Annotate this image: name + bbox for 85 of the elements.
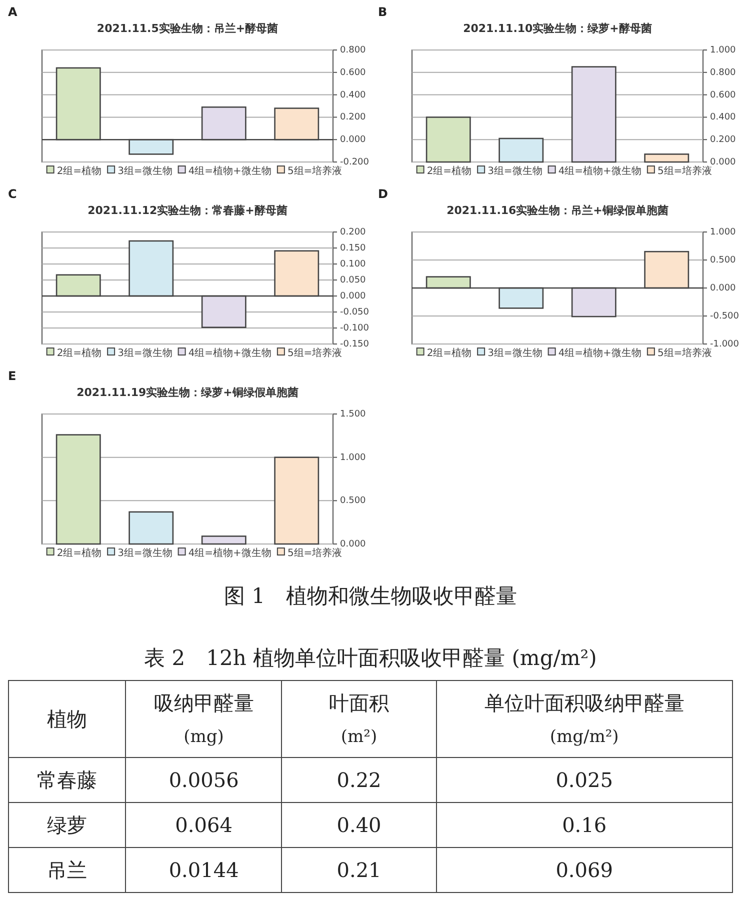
y-tick-label: 1.000 <box>340 452 366 463</box>
legend-label: 5组=培养液 <box>287 547 342 559</box>
y-tick-label: 0.200 <box>710 135 736 146</box>
legend-label: 4组=植物+微生物 <box>558 165 642 177</box>
legend-label: 3组=微生物 <box>118 347 172 359</box>
y-tick-label: 0.200 <box>340 227 366 238</box>
y-tick-label: 0.500 <box>340 496 366 506</box>
legend-label: 5组=培养液 <box>287 165 342 177</box>
text: 0.22 <box>282 758 436 803</box>
text: 0.16 <box>436 802 732 848</box>
bar <box>56 434 101 545</box>
y-tick-label: 0.000 <box>710 157 736 168</box>
y-tick-label: 0.500 <box>710 255 736 266</box>
y-tick-label: 0.050 <box>340 275 366 286</box>
y-tick-label: 1.500 <box>340 409 366 420</box>
legend-label: 4组=植物+微生物 <box>188 165 272 177</box>
text: 表 2 12h 植物单位叶面积吸收甲醛量 (mg/m²) <box>143 645 598 672</box>
y-tick-label: -0.150 <box>340 339 370 350</box>
text: 植物 <box>8 680 126 758</box>
legend-label: 3组=微生物 <box>118 165 172 177</box>
text: 单位叶面积吸纳甲醛量 (mg/m²) <box>436 680 732 758</box>
text: 吊兰 <box>8 848 126 893</box>
bar <box>644 154 690 163</box>
chart-title: 2021.11.10实验生物：绿萝+酵母菌 <box>463 22 652 35</box>
y-tick-label: 0.000 <box>710 283 736 294</box>
bar <box>128 511 174 545</box>
text: 0.40 <box>282 802 436 848</box>
text: 0.21 <box>282 848 436 893</box>
legend-label: 3组=微生物 <box>488 347 542 359</box>
legend-label: 5组=培养液 <box>287 347 342 359</box>
text: 吸纳甲醛量 (mg) <box>126 680 282 758</box>
legend-label: 5组=培养液 <box>657 347 712 359</box>
text: 0.069 <box>436 848 732 893</box>
y-tick-label: -0.500 <box>710 311 740 322</box>
y-tick-label: 1.000 <box>710 227 736 238</box>
chart-title: 2021.11.16实验生物：吊兰+铜绿假单胞菌 <box>446 204 668 217</box>
y-tick-label: 0.000 <box>340 291 366 302</box>
y-tick-label: 0.600 <box>340 68 366 78</box>
y-tick-label: 0.600 <box>710 90 736 100</box>
y-tick-label: 1.000 <box>710 45 736 56</box>
legend-label: 2组=植物 <box>56 347 102 359</box>
text: D <box>378 187 388 201</box>
y-tick-label: -0.100 <box>340 323 370 334</box>
legend-label: 4组=植物+微生物 <box>188 347 272 359</box>
text: 常春藤 <box>8 758 126 803</box>
text: A <box>8 5 18 19</box>
text: B <box>378 5 388 19</box>
legend-label: 3组=微生物 <box>488 165 542 177</box>
y-tick-label: 0.000 <box>340 135 366 146</box>
y-tick-label: -0.200 <box>340 157 370 168</box>
text: 0.025 <box>436 758 732 803</box>
text: E <box>8 369 16 383</box>
y-tick-label: 0.200 <box>340 112 366 123</box>
text: 0.0144 <box>126 848 282 893</box>
bar <box>426 116 471 163</box>
legend-label: 2组=植物 <box>56 165 102 177</box>
legend-label: 4组=植物+微生物 <box>188 547 272 559</box>
bar <box>571 66 616 163</box>
y-tick-label: 0.800 <box>710 68 736 78</box>
text: C <box>8 187 17 201</box>
legend-label: 5组=培养液 <box>657 165 712 177</box>
y-tick-label: 0.150 <box>340 243 366 254</box>
text: 0.0056 <box>126 758 282 803</box>
text: 0.064 <box>126 802 282 848</box>
legend-label: 2组=植物 <box>426 347 472 359</box>
bar <box>274 456 320 545</box>
y-tick-label: -0.050 <box>340 307 370 318</box>
y-tick-label: 0.000 <box>340 539 366 550</box>
text: 叶面积 (m²) <box>282 680 436 758</box>
text: 绿萝 <box>8 802 126 848</box>
y-tick-label: 0.400 <box>340 90 366 100</box>
chart-title: 2021.11.12实验生物：常春藤+酵母菌 <box>88 204 288 217</box>
chart-title: 2021.11.19实验生物：绿萝+铜绿假单胞菌 <box>76 386 298 399</box>
y-tick-label: 0.400 <box>710 112 736 123</box>
y-tick-label: 0.100 <box>340 259 366 270</box>
legend-label: 2组=植物 <box>426 165 472 177</box>
bar <box>498 138 544 163</box>
chart-title: 2021.11.5实验生物：吊兰+酵母菌 <box>96 22 278 35</box>
bar <box>201 536 246 545</box>
legend-label: 2组=植物 <box>56 547 102 559</box>
text: 图 1 植物和微生物吸收甲醛量 <box>222 583 518 610</box>
legend-label: 4组=植物+微生物 <box>558 347 642 359</box>
y-tick-label: -1.000 <box>710 339 740 350</box>
legend-label: 3组=微生物 <box>118 547 172 559</box>
y-tick-label: 0.800 <box>340 45 366 56</box>
